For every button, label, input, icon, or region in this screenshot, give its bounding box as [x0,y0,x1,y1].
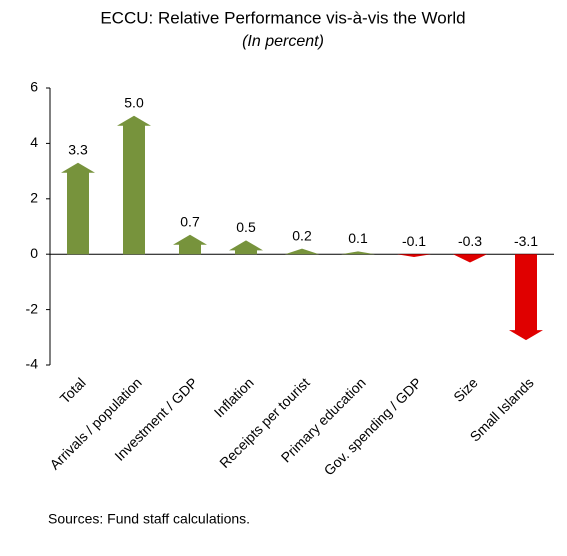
x-tick-label: Total [57,374,89,406]
y-tick-label: 4 [30,134,38,150]
chart-subtitle: (In percent) [242,33,324,50]
bar [229,240,263,255]
x-tick-label: Arrivals / population [46,374,144,472]
bar [453,254,487,263]
bar [341,251,375,255]
x-tick-label: Gov. spending / GDP [321,374,425,478]
value-label: -0.1 [402,233,426,249]
y-tick-label: -4 [26,356,39,372]
y-tick-label: -2 [26,300,39,316]
y-tick-label: 6 [30,79,38,95]
y-tick-label: 0 [30,245,38,261]
value-label: -0.3 [458,233,482,249]
bar [397,254,431,257]
value-label: 0.5 [236,219,256,235]
bar [509,254,543,341]
value-label: -3.1 [514,233,538,249]
value-label: 0.2 [292,227,312,243]
value-label: 0.7 [180,214,200,230]
bar [61,162,95,255]
value-label: 3.3 [68,141,88,157]
bar [285,248,319,255]
bar [117,115,151,255]
bar [173,234,207,255]
value-label: 0.1 [348,230,368,246]
x-tick-label: Size [450,374,481,405]
y-tick-label: 2 [30,190,38,206]
source-note: Sources: Fund staff calculations. [48,511,250,527]
x-tick-label: Inflation [211,374,257,420]
value-label: 5.0 [124,94,144,110]
chart-title: ECCU: Relative Performance vis-à-vis the… [100,8,465,27]
